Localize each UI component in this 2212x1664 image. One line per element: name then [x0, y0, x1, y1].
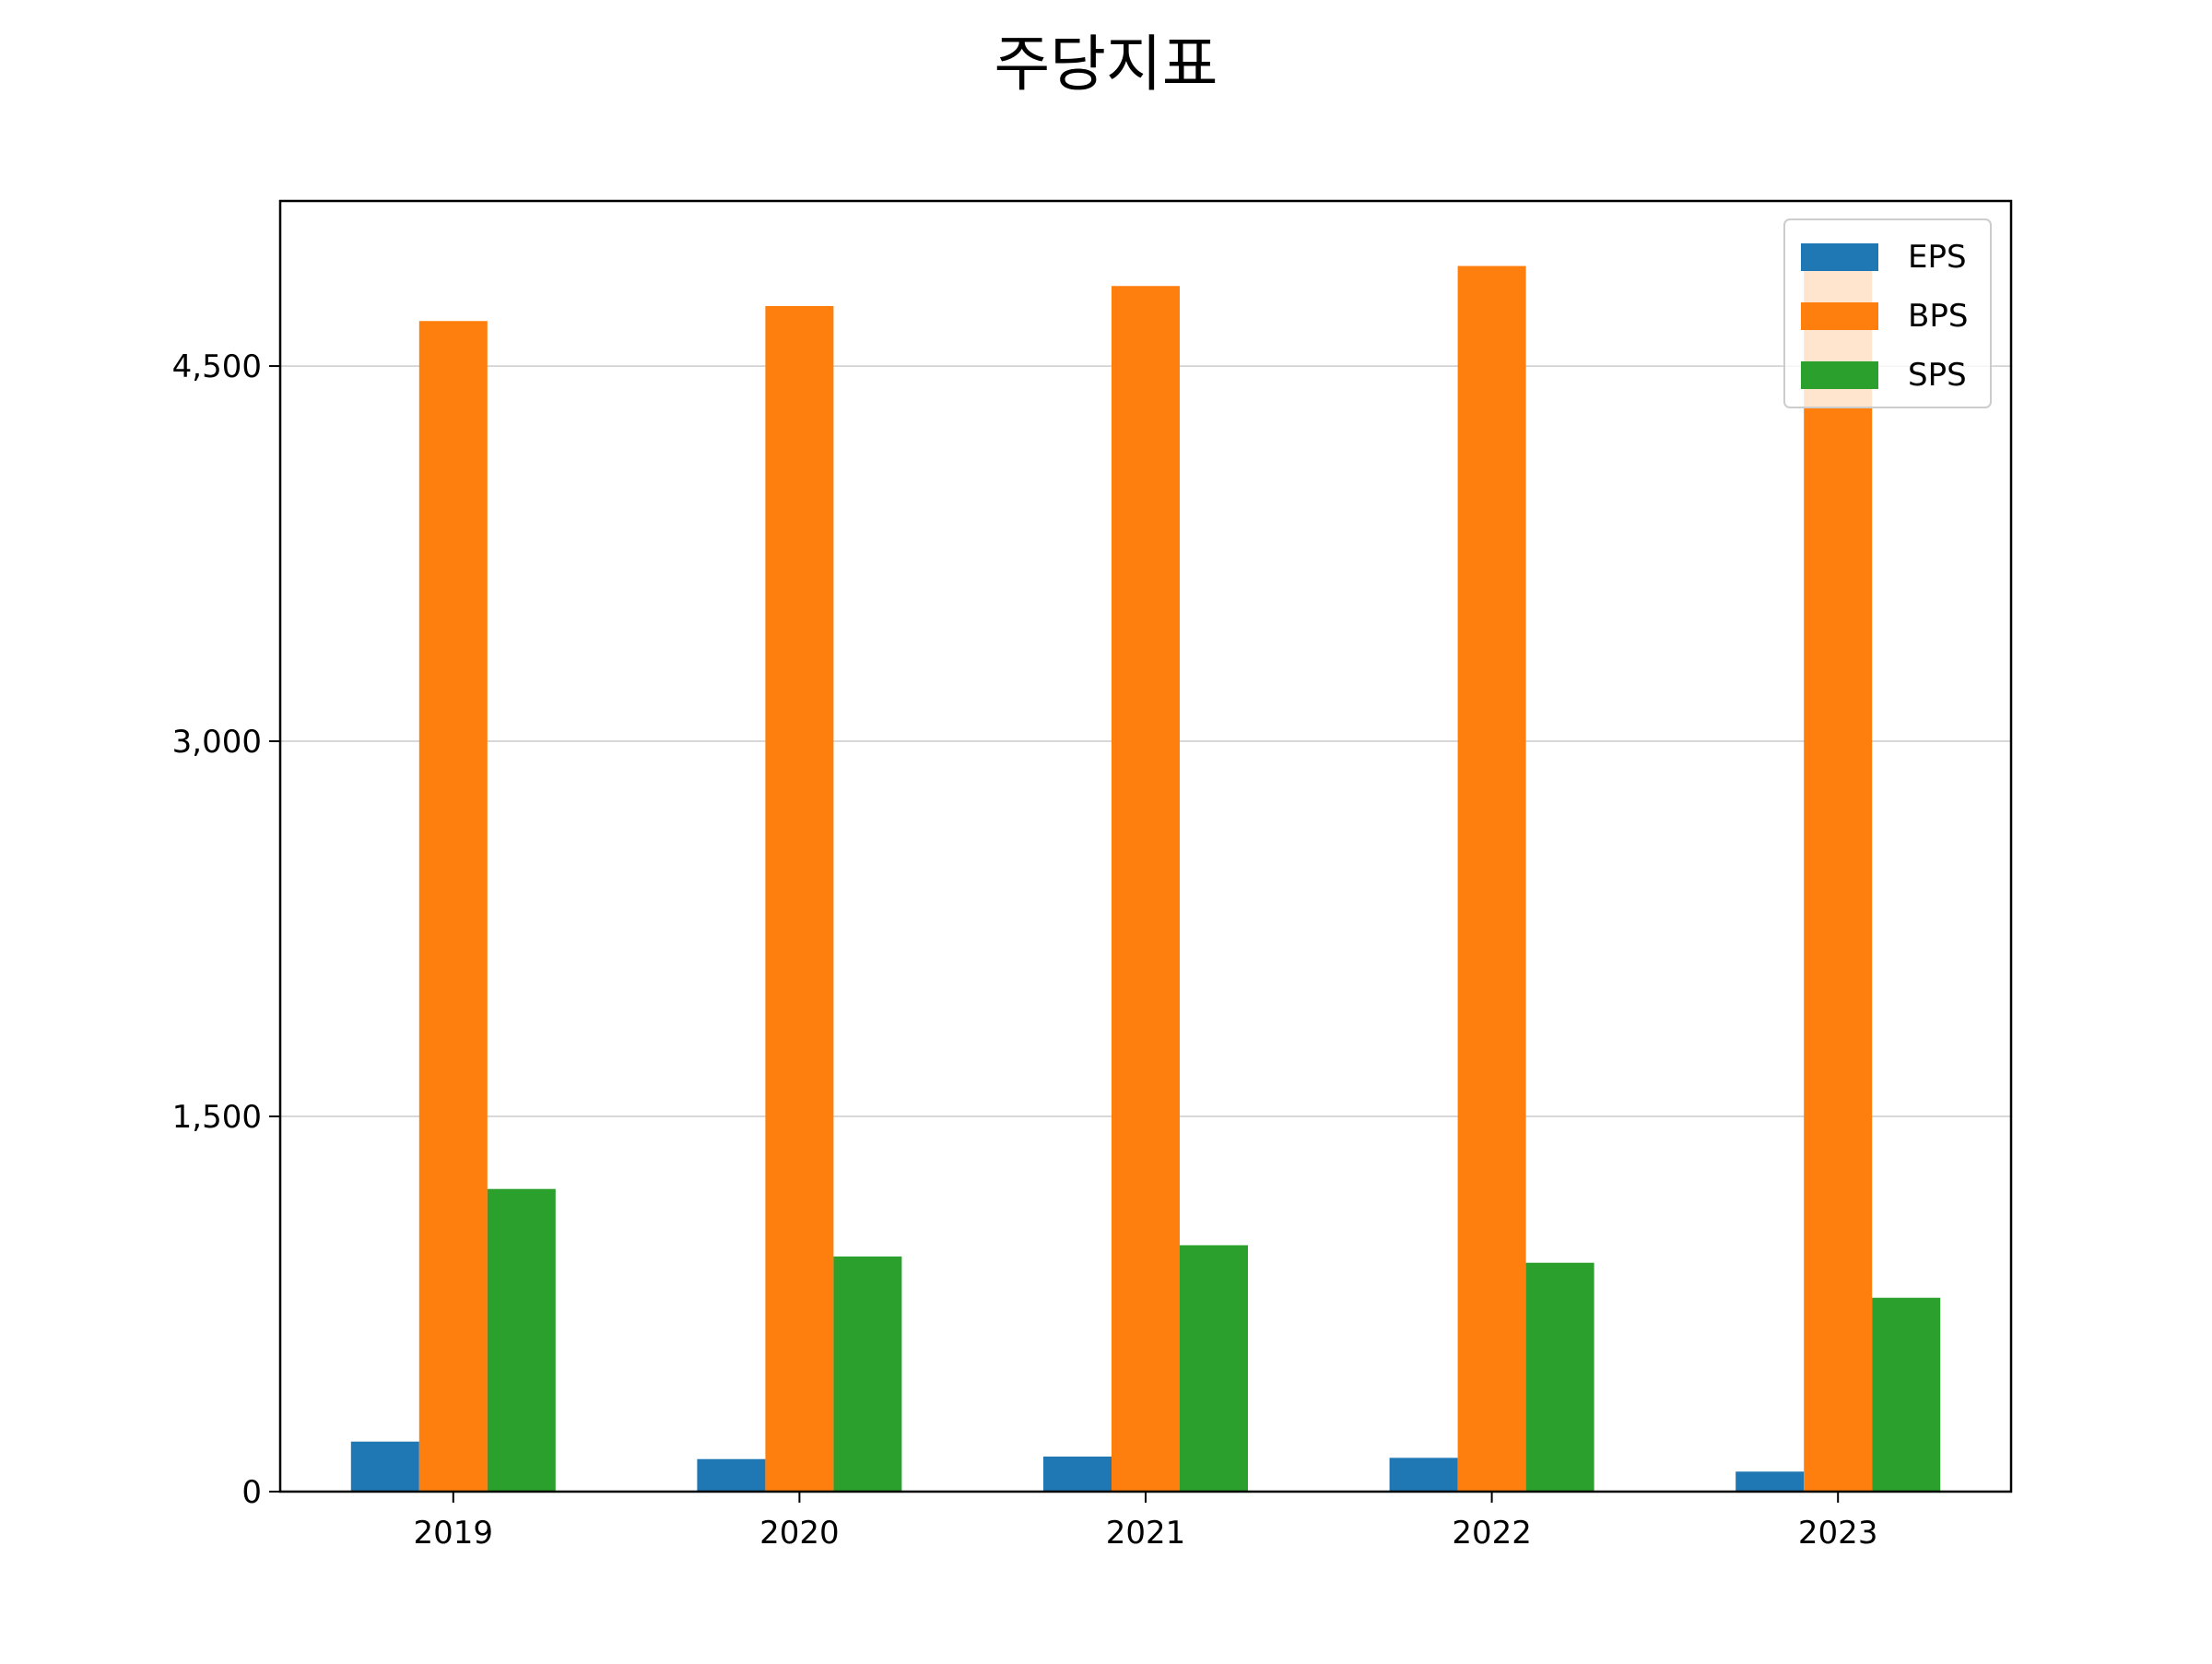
- bar-bps-2021: [1112, 286, 1180, 1492]
- y-tick-label: 0: [241, 1474, 262, 1511]
- legend-label-bps: BPS: [1908, 298, 1968, 335]
- bars: [350, 263, 1941, 1493]
- x-tick-label: 2022: [1452, 1515, 1532, 1552]
- legend: EPS BPS SPS: [1783, 218, 1992, 408]
- x-tick-label: 2021: [1106, 1515, 1186, 1552]
- y-tick-label: 3,000: [172, 724, 262, 761]
- bar-bps-2020: [765, 305, 834, 1492]
- axes: 0 1,500 3,000 4,500 2019 2020 2021 2022 2023: [172, 348, 1878, 1552]
- legend-swatch-sps: [1801, 361, 1878, 389]
- legend-swatch-eps: [1801, 243, 1878, 271]
- bar-bps-2023: [1804, 263, 1873, 1492]
- bar-eps-2023: [1735, 1471, 1805, 1492]
- legend-label-eps: EPS: [1908, 239, 1967, 276]
- bar-sps-2019: [487, 1188, 556, 1492]
- bar-eps-2019: [350, 1441, 419, 1492]
- legend-label-sps: SPS: [1908, 357, 1967, 394]
- bar-bps-2019: [418, 321, 488, 1492]
- bar-eps-2021: [1043, 1457, 1112, 1492]
- bar-eps-2022: [1389, 1457, 1458, 1492]
- bar-sps-2020: [833, 1256, 902, 1492]
- bar-eps-2020: [697, 1458, 766, 1492]
- bar-sps-2023: [1872, 1297, 1941, 1492]
- chart-title: 주당지표: [994, 29, 1218, 100]
- x-tick-label: 2023: [1798, 1515, 1878, 1552]
- bar-bps-2022: [1457, 266, 1526, 1493]
- x-tick-label: 2019: [414, 1515, 494, 1552]
- bar-sps-2021: [1180, 1245, 1248, 1492]
- y-tick-label: 4,500: [172, 348, 262, 385]
- y-tick-label: 1,500: [172, 1099, 262, 1136]
- bar-sps-2022: [1525, 1262, 1594, 1492]
- x-tick-label: 2020: [759, 1515, 840, 1552]
- legend-swatch-bps: [1801, 302, 1878, 330]
